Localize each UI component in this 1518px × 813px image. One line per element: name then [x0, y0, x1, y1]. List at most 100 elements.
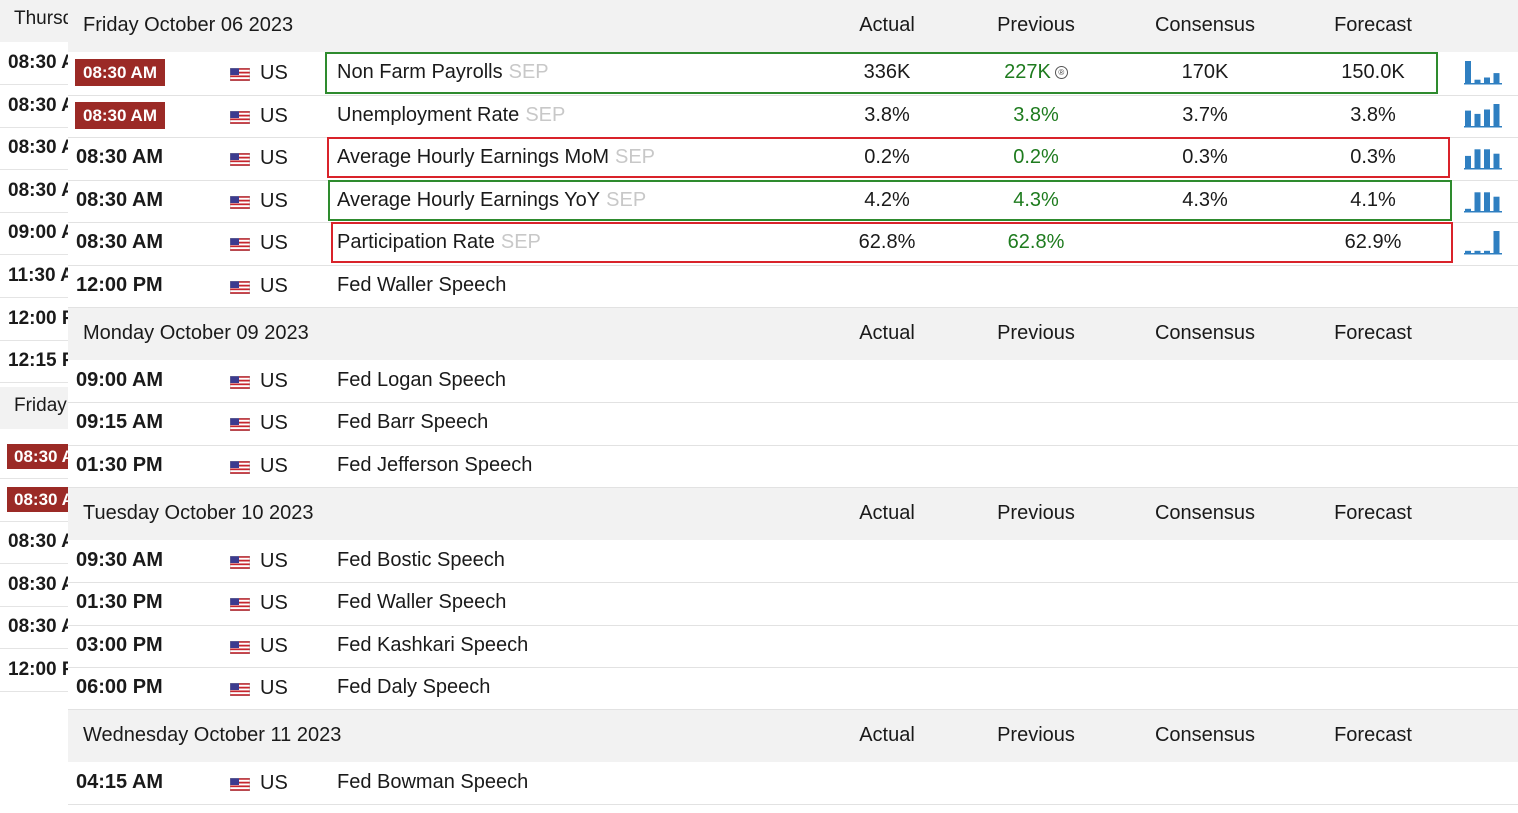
event-row[interactable]: 08:30 AM US Participation Rate SEP 62.8% 62.8… [68, 222, 1518, 266]
event-name-link[interactable]: Fed Bowman Speech [337, 771, 528, 794]
us-flag-icon [230, 68, 250, 81]
event-row[interactable]: 01:30 PM US Fed Jefferson Speech [68, 445, 1518, 488]
event-name-link[interactable]: Participation Rate SEP [337, 231, 541, 254]
event-time: 09:15 AM [76, 411, 164, 434]
event-name-link[interactable]: Unemployment Rate SEP [337, 104, 565, 127]
event-name-link[interactable]: Fed Waller Speech [337, 274, 506, 297]
underlay-row[interactable]: 08:30 AM [0, 564, 70, 607]
event-actual-cell: 336K [807, 61, 967, 84]
underlay-row[interactable]: 08:30 AM [0, 436, 70, 479]
mini-bar-chart-icon[interactable] [1463, 61, 1503, 85]
column-header-actual[interactable]: Actual [859, 502, 915, 524]
event-country: US [260, 274, 288, 297]
event-name: Unemployment Rate [337, 103, 520, 126]
event-name-link[interactable]: Fed Waller Speech [337, 591, 506, 614]
column-header-previous[interactable]: Previous [997, 322, 1075, 344]
mini-bar-chart-icon[interactable] [1463, 146, 1503, 170]
event-name-link[interactable]: Average Hourly Earnings MoM SEP [337, 146, 655, 169]
event-name-link[interactable]: Fed Jefferson Speech [337, 454, 532, 477]
column-header-previous[interactable]: Previous [997, 502, 1075, 524]
event-previous-value: 3.8% [1013, 103, 1059, 126]
event-row[interactable]: 09:30 AM US Fed Bostic Speech [68, 540, 1518, 584]
column-header-actual[interactable]: Actual [859, 724, 915, 746]
event-row[interactable]: 04:15 AM US Fed Bowman Speech [68, 762, 1518, 806]
mini-bar-chart-icon[interactable] [1463, 231, 1503, 255]
column-header-consensus[interactable]: Consensus [1154, 14, 1256, 36]
underlay-row[interactable]: 12:00 PM [0, 649, 70, 692]
event-forecast-cell: 62.9% [1293, 231, 1453, 254]
mini-chart-bar [1493, 231, 1500, 253]
event-row[interactable]: 08:30 AM US Average Hourly Earnings YoY SEP… [68, 179, 1518, 223]
mini-chart-bar [1474, 149, 1481, 168]
event-actual-cell: 3.8% [807, 104, 967, 127]
event-row[interactable]: 09:00 AM US Fed Logan Speech [68, 360, 1518, 404]
event-forecast-value: 3.8% [1350, 103, 1396, 126]
mini-chart-bar [1493, 73, 1500, 83]
event-row[interactable]: 08:30 AM US Average Hourly Earnings MoM SEP… [68, 137, 1518, 181]
column-header-forecast[interactable]: Forecast [1334, 14, 1412, 36]
underlay-row[interactable]: 08:30 AM [0, 170, 70, 213]
event-consensus-cell: 4.3% [1125, 189, 1285, 212]
day-header: Wednesday October 11 2023 Actual Previous C… [68, 710, 1518, 762]
underlay-row[interactable]: 08:30 AM [0, 127, 70, 171]
event-name: Fed Daly Speech [337, 675, 491, 698]
underlay-row[interactable]: 09:00 AM [0, 212, 70, 256]
event-row[interactable]: 08:30 AM US Unemployment Rate SEP 3.8% 3.8% 3.… [68, 95, 1518, 138]
revised-icon[interactable]: ® [1054, 66, 1068, 80]
underlay-day-header: Thursday [0, 0, 70, 42]
event-name: Fed Bowman Speech [337, 771, 529, 793]
underlay-row[interactable]: 12:00 PM [0, 298, 70, 341]
column-header-consensus[interactable]: Consensus [1154, 724, 1256, 746]
underlay-time: 08:30 AM [8, 52, 70, 73]
event-consensus-value: 4.3% [1182, 188, 1228, 211]
mini-chart-bar [1465, 110, 1471, 126]
event-time: 09:30 AM [76, 549, 164, 571]
underlay-row[interactable]: 08:30 AM [0, 606, 70, 650]
column-header-previous[interactable]: Previous [997, 14, 1075, 36]
event-time: 08:30 AM [76, 146, 164, 168]
event-name-link[interactable]: Non Farm Payrolls SEP [337, 61, 549, 84]
event-period: SEP [525, 103, 566, 126]
event-time: 08:30 AM [76, 188, 164, 211]
mini-bar-chart-icon[interactable] [1463, 189, 1503, 213]
event-row[interactable]: 01:30 PM US Fed Waller Speech [68, 582, 1518, 626]
event-name-link[interactable]: Average Hourly Earnings YoY SEP [337, 189, 646, 212]
column-header-actual[interactable]: Actual [859, 322, 915, 344]
underlay-row[interactable]: 08:30 AM [0, 85, 70, 128]
event-row[interactable]: 08:30 AM US Non Farm Payrolls SEP 336K 227K ® 1… [68, 52, 1518, 96]
underlay-row[interactable]: 12:15 PM [0, 340, 70, 384]
event-name-link[interactable]: Fed Kashkari Speech [337, 634, 528, 657]
event-row[interactable]: 09:15 AM US Fed Barr Speech [68, 402, 1518, 446]
event-name-link[interactable]: Fed Bostic Speech [337, 549, 505, 572]
underlay-day-label: Thursday [14, 8, 70, 29]
event-period: SEP [500, 231, 541, 253]
mini-chart-bar [1465, 208, 1471, 211]
event-row[interactable]: 06:00 PM US Fed Daly Speech [68, 667, 1518, 711]
event-forecast-value: 4.1% [1350, 188, 1396, 211]
event-country: US [260, 370, 288, 392]
event-country: US [260, 634, 288, 657]
event-name-link[interactable]: Fed Logan Speech [337, 369, 506, 392]
event-row[interactable]: 12:00 PM US Fed Waller Speech [68, 265, 1518, 308]
column-header-forecast[interactable]: Forecast [1334, 502, 1412, 524]
column-header-forecast[interactable]: Forecast [1334, 322, 1412, 344]
underlay-row[interactable]: 08:30 AM [0, 42, 70, 85]
column-header-forecast[interactable]: Forecast [1334, 724, 1412, 746]
underlay-row[interactable]: 08:30 AM [0, 479, 70, 522]
event-name: Average Hourly Earnings YoY [337, 188, 601, 211]
column-header-consensus[interactable]: Consensus [1154, 502, 1256, 524]
column-header-actual[interactable]: Actual [859, 14, 915, 36]
underlay-row[interactable]: 11:30 AM [0, 255, 70, 298]
underlay-row[interactable]: 08:30 AM [0, 521, 70, 565]
mini-bar-chart-icon[interactable] [1463, 103, 1503, 128]
event-previous-cell: 227K ® [956, 61, 1116, 84]
event-name-link[interactable]: Fed Barr Speech [337, 411, 488, 434]
event-name-link[interactable]: Fed Daly Speech [337, 676, 490, 699]
mini-chart-bar [1493, 103, 1500, 126]
event-name: Fed Bostic Speech [337, 549, 505, 571]
event-country: US [260, 232, 288, 254]
event-row[interactable]: 03:00 PM US Fed Kashkari Speech [68, 625, 1518, 668]
column-header-consensus[interactable]: Consensus [1154, 322, 1256, 344]
column-header-previous[interactable]: Previous [997, 724, 1075, 746]
underlay-time: 11:30 AM [8, 265, 70, 286]
